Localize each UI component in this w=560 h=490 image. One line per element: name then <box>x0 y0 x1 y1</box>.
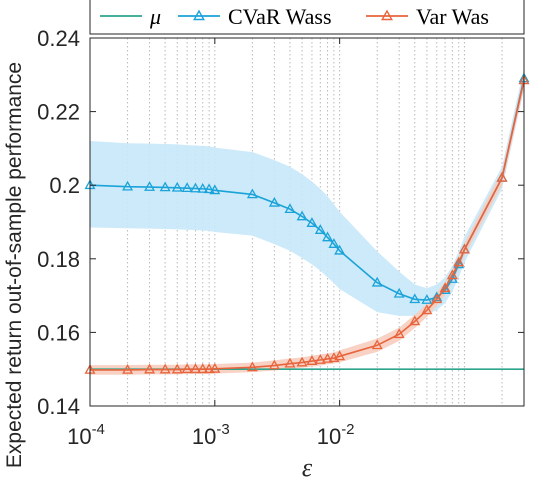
data-point-var-was <box>181 363 193 374</box>
y-tick-label: 0.16 <box>37 320 80 345</box>
data-point-cvar-wass <box>268 196 280 207</box>
data-point-var-was <box>159 363 171 374</box>
data-point-cvar-wass <box>246 188 258 199</box>
data-point-var-was <box>421 304 433 315</box>
data-point-var-was <box>296 356 308 367</box>
data-point-cvar-wass <box>314 224 326 234</box>
data-point-cvar-wass <box>371 276 383 287</box>
y-tick-label: 0.18 <box>37 247 80 272</box>
data-point-cvar-wass <box>328 238 340 248</box>
data-point-cvar-wass <box>453 258 465 269</box>
y-axis-label: Expected return out-of-sample performanc… <box>3 62 26 468</box>
x-tick-exponent: -4 <box>92 421 105 438</box>
data-point-cvar-wass <box>296 210 308 221</box>
legend-marker-var-was <box>381 9 393 21</box>
data-point-var-was <box>268 359 280 370</box>
data-point-var-was <box>439 282 451 293</box>
data-point-cvar-wass <box>171 181 183 192</box>
data-point-cvar-wass <box>421 294 433 304</box>
y-tick-label: 0.24 <box>37 26 80 51</box>
data-point-cvar-wass <box>306 217 318 227</box>
confidence-bands <box>90 67 524 375</box>
y-tick-label: 0.22 <box>37 100 80 125</box>
data-point-cvar-wass <box>409 293 421 304</box>
x-axis-label: ε <box>302 453 313 482</box>
data-point-cvar-wass <box>209 184 221 195</box>
data-point-cvar-wass <box>159 181 171 192</box>
data-point-cvar-wass <box>393 287 405 298</box>
x-tick-label: 10-4 <box>67 421 105 449</box>
data-point-cvar-wass <box>181 182 193 193</box>
band-cvar-wass <box>90 67 524 316</box>
data-point-var-was <box>393 328 405 339</box>
data-point-cvar-wass <box>322 231 334 242</box>
series-lines <box>84 72 530 374</box>
data-point-cvar-wass <box>203 183 215 194</box>
legend-box <box>89 0 525 35</box>
data-point-var-was <box>458 243 470 254</box>
data-point-var-was <box>496 171 508 182</box>
data-point-var-was <box>284 357 296 368</box>
data-point-cvar-wass <box>144 181 156 191</box>
data-point-var-was <box>203 363 215 374</box>
legend-label-cvar-wass: CVaR Wass <box>228 4 332 29</box>
data-point-var-was <box>371 339 383 350</box>
data-point-cvar-wass <box>284 203 296 213</box>
data-point-var-was <box>446 269 458 280</box>
data-point-var-was <box>209 362 221 373</box>
data-point-var-was <box>431 293 443 304</box>
data-point-var-was <box>190 363 201 374</box>
y-tick-label: 0.2 <box>49 173 80 198</box>
x-tick-exponent: -3 <box>216 421 229 438</box>
x-tick-label: 10-2 <box>317 421 355 449</box>
data-point-var-was <box>197 363 209 374</box>
data-point-var-was <box>246 361 258 372</box>
data-point-var-was <box>322 352 334 363</box>
data-point-var-was <box>144 363 156 374</box>
data-point-var-was <box>171 363 183 374</box>
data-point-cvar-wass <box>122 180 134 191</box>
data-point-var-was <box>122 364 134 374</box>
data-point-cvar-wass <box>197 182 209 193</box>
legend-label-var-was: Var Was <box>416 4 489 29</box>
plot-area-frame <box>89 37 525 407</box>
data-point-var-was <box>314 354 326 364</box>
data-point-var-was <box>334 350 346 361</box>
data-point-var-was <box>409 315 421 326</box>
legend-label-mu: μ <box>149 4 161 29</box>
data-point-cvar-wass <box>190 182 201 193</box>
data-point-cvar-wass <box>439 284 451 294</box>
y-tick-label: 0.14 <box>37 394 80 419</box>
data-point-cvar-wass <box>334 244 346 255</box>
legend-marker-cvar-wass <box>193 9 205 21</box>
legend: μ CVaR Wass Var Was <box>89 0 525 35</box>
data-point-var-was <box>453 256 465 267</box>
x-tick-exponent: -2 <box>341 421 354 438</box>
data-point-var-was <box>306 355 318 365</box>
